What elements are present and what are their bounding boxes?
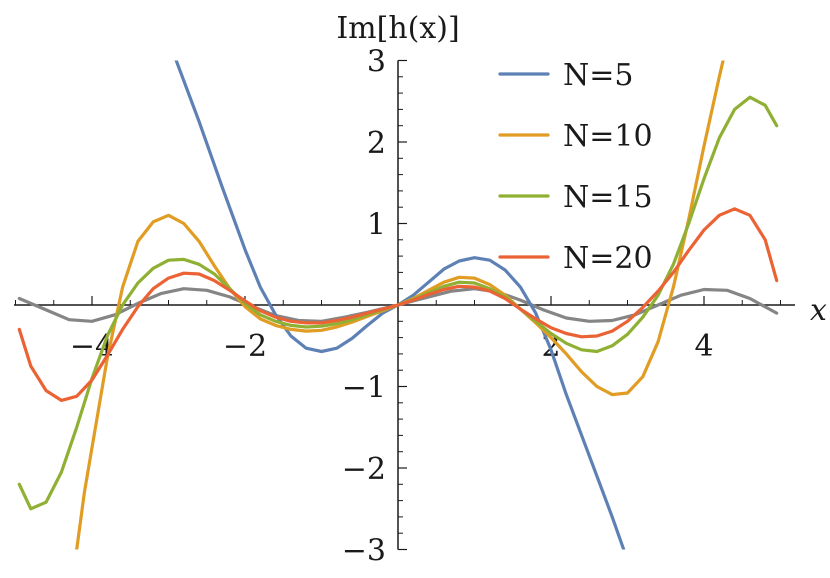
y-tick-label: 1: [367, 208, 386, 243]
legend-label: N=5: [563, 58, 633, 93]
y-tick-label: 2: [367, 126, 386, 161]
y-axis-title: Im[h(x)]: [336, 11, 459, 46]
legend-label: N=10: [563, 119, 653, 154]
x-tick-label: 4: [694, 329, 713, 364]
series-line-n-20: [17, 207, 779, 402]
legend-label: N=20: [563, 241, 653, 276]
y-tick-label: 3: [367, 45, 386, 80]
x-axis-title: x: [810, 293, 827, 328]
legend-label: N=15: [563, 180, 653, 215]
axis-ticks: [15, 59, 781, 551]
y-tick-label: −2: [342, 452, 386, 487]
y-tick-label: −1: [342, 371, 386, 406]
legend: N=5 N=10 N=15 N=20: [498, 58, 653, 276]
series-layer: [17, 60, 779, 550]
x-tick-label: −2: [223, 329, 267, 364]
y-tick-label: −3: [342, 534, 386, 569]
